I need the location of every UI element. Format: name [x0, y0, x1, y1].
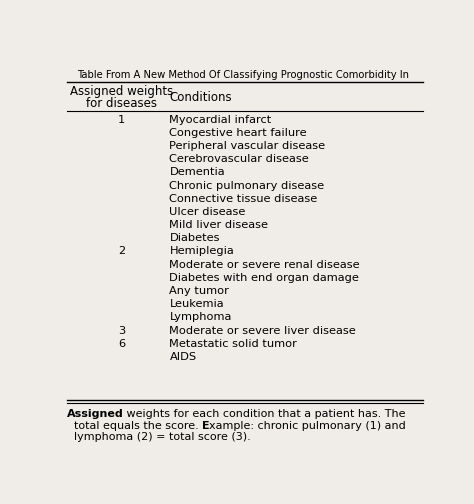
Text: Mild liver disease: Mild liver disease [169, 220, 268, 230]
Text: for diseases: for diseases [86, 97, 157, 109]
Text: E: E [202, 420, 210, 430]
Text: xample: chronic pulmonary (1) and: xample: chronic pulmonary (1) and [210, 420, 406, 430]
Text: Cerebrovascular disease: Cerebrovascular disease [169, 154, 309, 164]
Text: Conditions: Conditions [169, 91, 232, 104]
Text: 1: 1 [118, 114, 125, 124]
Text: Hemiplegia: Hemiplegia [169, 246, 234, 257]
Text: Ulcer disease: Ulcer disease [169, 207, 246, 217]
Text: Leukemia: Leukemia [169, 299, 224, 309]
Text: Congestive heart failure: Congestive heart failure [169, 128, 307, 138]
Text: total equals the score.: total equals the score. [66, 420, 202, 430]
Text: Myocardial infarct: Myocardial infarct [169, 114, 272, 124]
Text: Chronic pulmonary disease: Chronic pulmonary disease [169, 180, 325, 191]
Text: Dementia: Dementia [169, 167, 225, 177]
Text: Moderate or severe renal disease: Moderate or severe renal disease [169, 260, 360, 270]
Text: 3: 3 [118, 326, 125, 336]
Text: Peripheral vascular disease: Peripheral vascular disease [169, 141, 326, 151]
Text: Assigned weights: Assigned weights [70, 85, 173, 98]
Text: Diabetes with end organ damage: Diabetes with end organ damage [169, 273, 359, 283]
Text: weights for each condition that a patient has. The: weights for each condition that a patien… [123, 409, 406, 419]
Text: Connective tissue disease: Connective tissue disease [169, 194, 318, 204]
Text: 6: 6 [118, 339, 125, 349]
Text: AIDS: AIDS [169, 352, 197, 362]
Text: Any tumor: Any tumor [169, 286, 229, 296]
Text: Moderate or severe liver disease: Moderate or severe liver disease [169, 326, 356, 336]
Text: Lymphoma: Lymphoma [169, 312, 232, 323]
Text: 2: 2 [118, 246, 125, 257]
Text: lymphoma (2) = total score (3).: lymphoma (2) = total score (3). [66, 432, 250, 442]
Text: Metastatic solid tumor: Metastatic solid tumor [169, 339, 297, 349]
Text: Diabetes: Diabetes [169, 233, 220, 243]
Text: Table From A New Method Of Classifying Prognostic Comorbidity In: Table From A New Method Of Classifying P… [77, 70, 409, 80]
Text: Assigned: Assigned [66, 409, 123, 419]
